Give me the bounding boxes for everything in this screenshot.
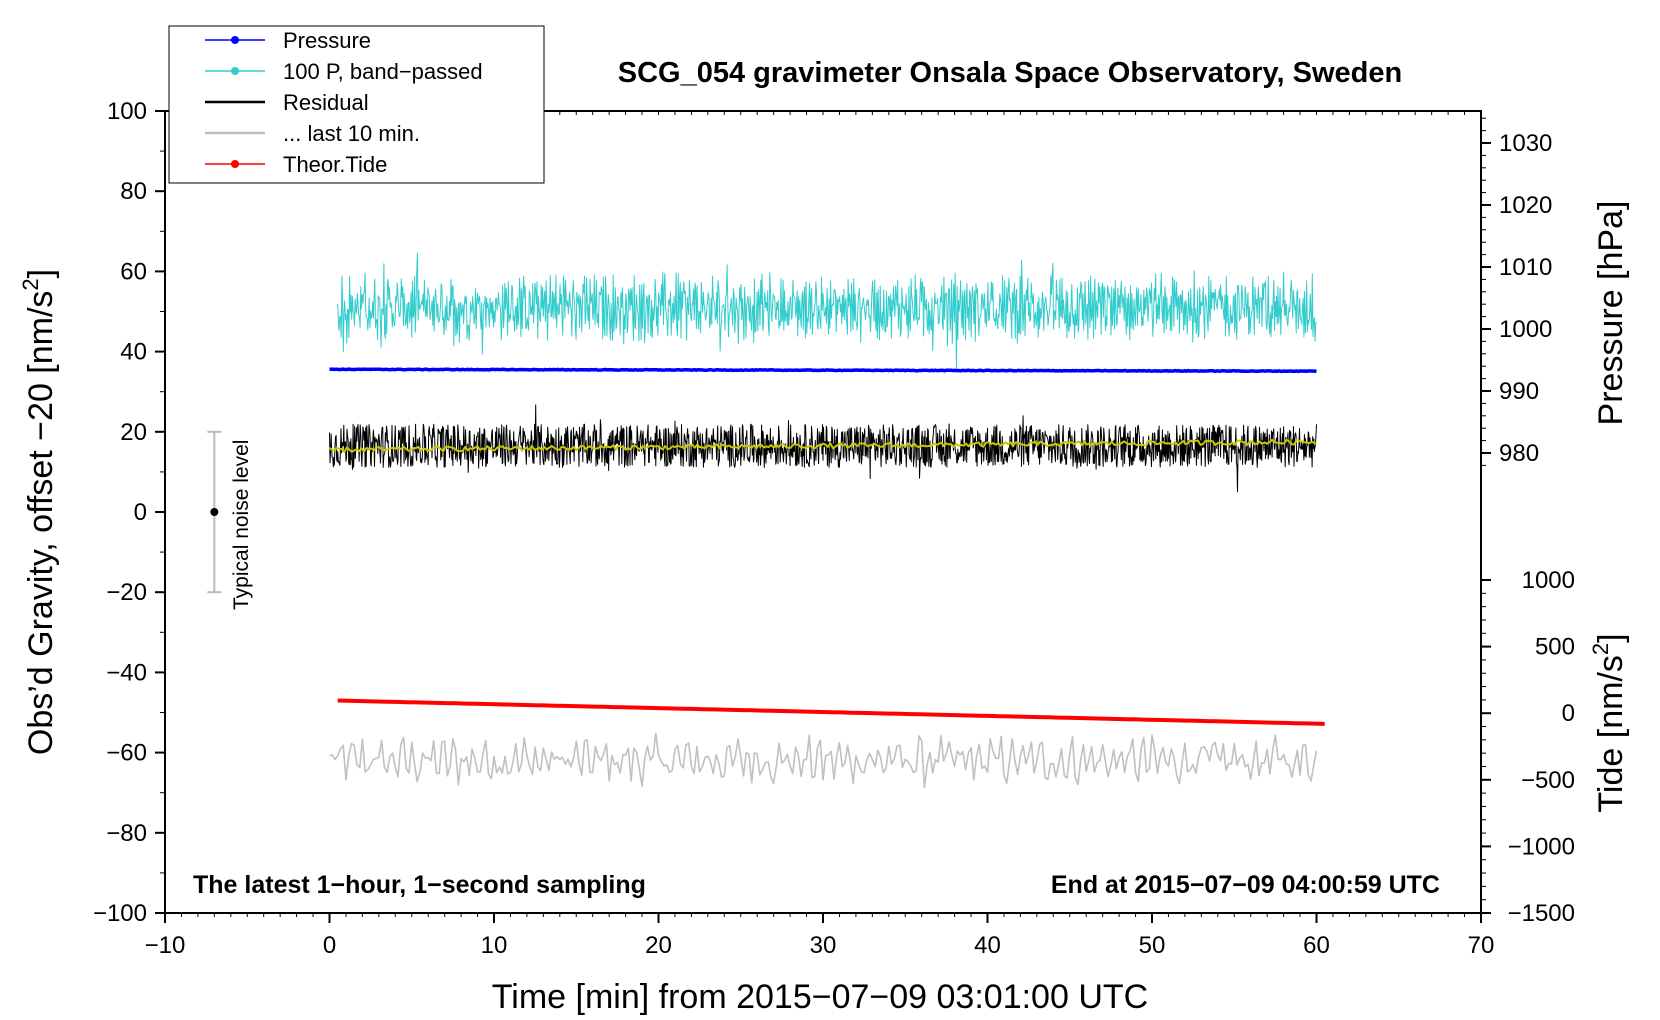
x-tick-label: 20 — [645, 932, 672, 959]
pressure-axis-title: Pressure [hPa] — [1592, 201, 1630, 426]
legend-marker — [231, 67, 239, 75]
tide-axis-title-end: ] — [1592, 633, 1630, 642]
legend: Pressure 100 P, band−passed Residual ... la… — [168, 25, 545, 184]
x-tick-label: −10 — [145, 932, 186, 959]
tide-axis-title-main: Tide [nm/s — [1592, 655, 1630, 812]
x-tick-label: 70 — [1468, 932, 1495, 959]
tide-tick-label: 0 — [1562, 700, 1575, 727]
x-tick-label: 40 — [974, 932, 1001, 959]
pressure-tick-label: 1000 — [1499, 316, 1552, 343]
y-axis-title: Obs’d Gravity, offset −20 [nm/s2] — [18, 269, 60, 755]
y-axis-title-end: ] — [22, 269, 60, 278]
plot-frame — [164, 110, 1482, 914]
tide-tick-label: −1000 — [1508, 833, 1575, 860]
legend-label: 100 P, band−passed — [283, 59, 483, 84]
y-tick-label: 100 — [107, 98, 147, 125]
x-axis: −10 0 10 20 30 40 50 60 70 — [145, 913, 1495, 959]
series-pressure — [329, 367, 1317, 374]
annotation-left: The latest 1−hour, 1−second sampling — [193, 871, 646, 899]
series-last-10-min — [329, 732, 1318, 789]
series-theoretical-tide — [337, 698, 1325, 726]
x-tick-label: 60 — [1303, 932, 1330, 959]
pressure-tick-label: 1020 — [1499, 192, 1552, 219]
tide-axis-title: Tide [nm/s2] — [1588, 633, 1630, 812]
series-band-passed-pressure — [337, 252, 1317, 369]
tide-tick-label: −500 — [1521, 767, 1575, 794]
x-tick-label: 30 — [810, 932, 837, 959]
y-axis-tide: −1500 −1000 −500 0 500 1000 — [1481, 567, 1575, 927]
pressure-tick-label: 1010 — [1499, 254, 1552, 281]
y-axis-pressure: 980 990 1000 1010 1020 1030 — [1481, 117, 1552, 467]
y-tick-label: −20 — [106, 579, 147, 606]
x-axis-title: Time [min] from 2015−07−09 03:01:00 UTC — [492, 978, 1148, 1016]
tide-tick-label: −1500 — [1508, 900, 1575, 927]
legend-box — [168, 25, 545, 184]
y-axis-title-sup: 2 — [18, 278, 43, 290]
legend-label: Residual — [283, 90, 369, 115]
legend-label: ... last 10 min. — [283, 121, 420, 146]
pressure-tick-label: 1030 — [1499, 130, 1552, 157]
noise-bar — [207, 430, 222, 594]
y-tick-label: −100 — [93, 900, 147, 927]
noise-bar-center — [210, 508, 219, 516]
x-tick-label: 50 — [1139, 932, 1166, 959]
series-residual-smoothed — [328, 438, 1317, 453]
noise-bar-label: Typical noise level — [230, 440, 253, 610]
series-layer — [328, 252, 1325, 789]
x-tick-label: 10 — [481, 932, 508, 959]
y-tick-label: 80 — [120, 178, 147, 205]
annotation-right: End at 2015−07−09 04:00:59 UTC — [1051, 871, 1440, 899]
legend-label: Pressure — [283, 28, 371, 53]
chart-title: SCG_054 gravimeter Onsala Space Observat… — [618, 57, 1402, 89]
x-tick-label: 0 — [323, 932, 336, 959]
legend-marker — [231, 36, 239, 44]
y-tick-label: −80 — [106, 820, 147, 847]
series-residual — [329, 404, 1317, 493]
tide-axis-title-sup: 2 — [1588, 643, 1613, 655]
y-tick-label: 40 — [120, 339, 147, 366]
y-axis-gravity: −100 −80 −60 −40 −20 0 20 40 60 80 100 — [93, 98, 165, 927]
tide-tick-label: 1000 — [1522, 567, 1575, 594]
y-axis-title-main: Obs’d Gravity, offset −20 [nm/s — [22, 291, 60, 756]
y-tick-label: 60 — [120, 258, 147, 285]
y-tick-label: 0 — [134, 499, 147, 526]
pressure-tick-label: 990 — [1499, 378, 1539, 405]
tide-tick-label: 500 — [1535, 634, 1575, 661]
y-tick-label: −40 — [106, 659, 147, 686]
y-tick-label: −60 — [106, 740, 147, 767]
y-tick-label: 20 — [120, 419, 147, 446]
legend-label: Theor.Tide — [283, 152, 387, 177]
legend-marker — [231, 160, 239, 168]
pressure-tick-label: 980 — [1499, 440, 1539, 467]
